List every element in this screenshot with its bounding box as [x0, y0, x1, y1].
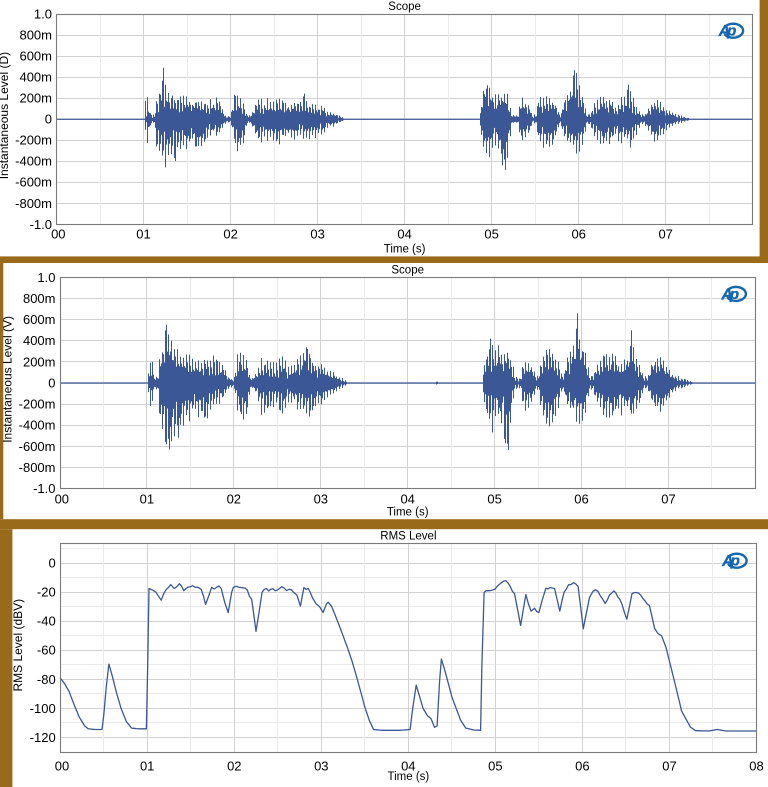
- svg-text:-1.0: -1.0: [30, 217, 52, 232]
- svg-text:-80: -80: [37, 672, 56, 687]
- svg-text:05: 05: [488, 758, 502, 773]
- svg-text:600m: 600m: [23, 312, 56, 327]
- svg-text:-800m: -800m: [15, 196, 52, 211]
- svg-text:01: 01: [140, 491, 154, 506]
- svg-text:-120: -120: [30, 730, 56, 745]
- svg-text:0: 0: [48, 556, 55, 571]
- svg-text:0: 0: [45, 112, 52, 127]
- svg-text:04: 04: [400, 491, 414, 506]
- svg-text:08: 08: [749, 758, 763, 773]
- svg-text:00: 00: [55, 491, 69, 506]
- svg-text:07: 07: [662, 758, 676, 773]
- svg-text:00: 00: [51, 226, 65, 241]
- svg-text:02: 02: [227, 758, 241, 773]
- svg-text:0: 0: [48, 375, 55, 390]
- svg-text:-200m: -200m: [15, 133, 52, 148]
- svg-text:07: 07: [658, 226, 672, 241]
- svg-text:-60: -60: [37, 643, 56, 658]
- svg-text:03: 03: [314, 758, 328, 773]
- svg-text:-20: -20: [37, 585, 56, 600]
- svg-text:00: 00: [55, 758, 69, 773]
- svg-text:800m: 800m: [23, 291, 56, 306]
- svg-text:-100: -100: [30, 701, 56, 716]
- svg-text:03: 03: [314, 491, 328, 506]
- svg-text:Scope: Scope: [388, 1, 421, 13]
- svg-text:RMS Level: RMS Level: [380, 531, 436, 543]
- svg-text:-1.0: -1.0: [33, 481, 55, 496]
- svg-text:800m: 800m: [19, 28, 52, 43]
- svg-text:600m: 600m: [19, 49, 52, 64]
- svg-text:-400m: -400m: [19, 418, 56, 433]
- svg-text:-200m: -200m: [19, 397, 56, 412]
- svg-text:A: A: [720, 286, 733, 303]
- svg-text:Instantaneous Level (V): Instantaneous Level (V): [1, 316, 15, 443]
- svg-text:Scope: Scope: [391, 265, 424, 277]
- svg-text:200m: 200m: [19, 91, 52, 106]
- svg-text:04: 04: [397, 226, 411, 241]
- svg-text:01: 01: [140, 758, 154, 773]
- svg-text:02: 02: [223, 226, 237, 241]
- svg-text:Time (s): Time (s): [388, 771, 430, 783]
- svg-text:01: 01: [136, 226, 150, 241]
- svg-text:A: A: [718, 23, 731, 40]
- svg-text:05: 05: [487, 491, 501, 506]
- svg-text:02: 02: [227, 491, 241, 506]
- svg-text:-40: -40: [37, 614, 56, 629]
- svg-text:200m: 200m: [23, 354, 56, 369]
- svg-text:-800m: -800m: [19, 460, 56, 475]
- svg-text:RMS Level (dBV): RMS Level (dBV): [11, 599, 25, 692]
- svg-text:p: p: [730, 553, 740, 570]
- svg-text:p: p: [726, 23, 736, 40]
- svg-text:06: 06: [574, 491, 588, 506]
- svg-text:1.0: 1.0: [34, 7, 52, 22]
- svg-text:Time (s): Time (s): [387, 507, 429, 519]
- svg-text:A: A: [721, 553, 734, 570]
- svg-text:05: 05: [484, 226, 498, 241]
- svg-text:03: 03: [310, 226, 324, 241]
- svg-text:p: p: [729, 286, 739, 303]
- svg-text:-600m: -600m: [15, 175, 52, 190]
- svg-text:04: 04: [401, 758, 415, 773]
- svg-text:-600m: -600m: [19, 439, 56, 454]
- svg-text:Instantaneous Level (D): Instantaneous Level (D): [0, 52, 11, 179]
- svg-text:Time (s): Time (s): [384, 243, 426, 255]
- svg-text:07: 07: [661, 491, 675, 506]
- svg-text:06: 06: [575, 758, 589, 773]
- svg-text:06: 06: [571, 226, 585, 241]
- svg-text:400m: 400m: [19, 70, 52, 85]
- svg-text:1.0: 1.0: [37, 270, 55, 285]
- svg-text:-400m: -400m: [15, 154, 52, 169]
- svg-text:400m: 400m: [23, 333, 56, 348]
